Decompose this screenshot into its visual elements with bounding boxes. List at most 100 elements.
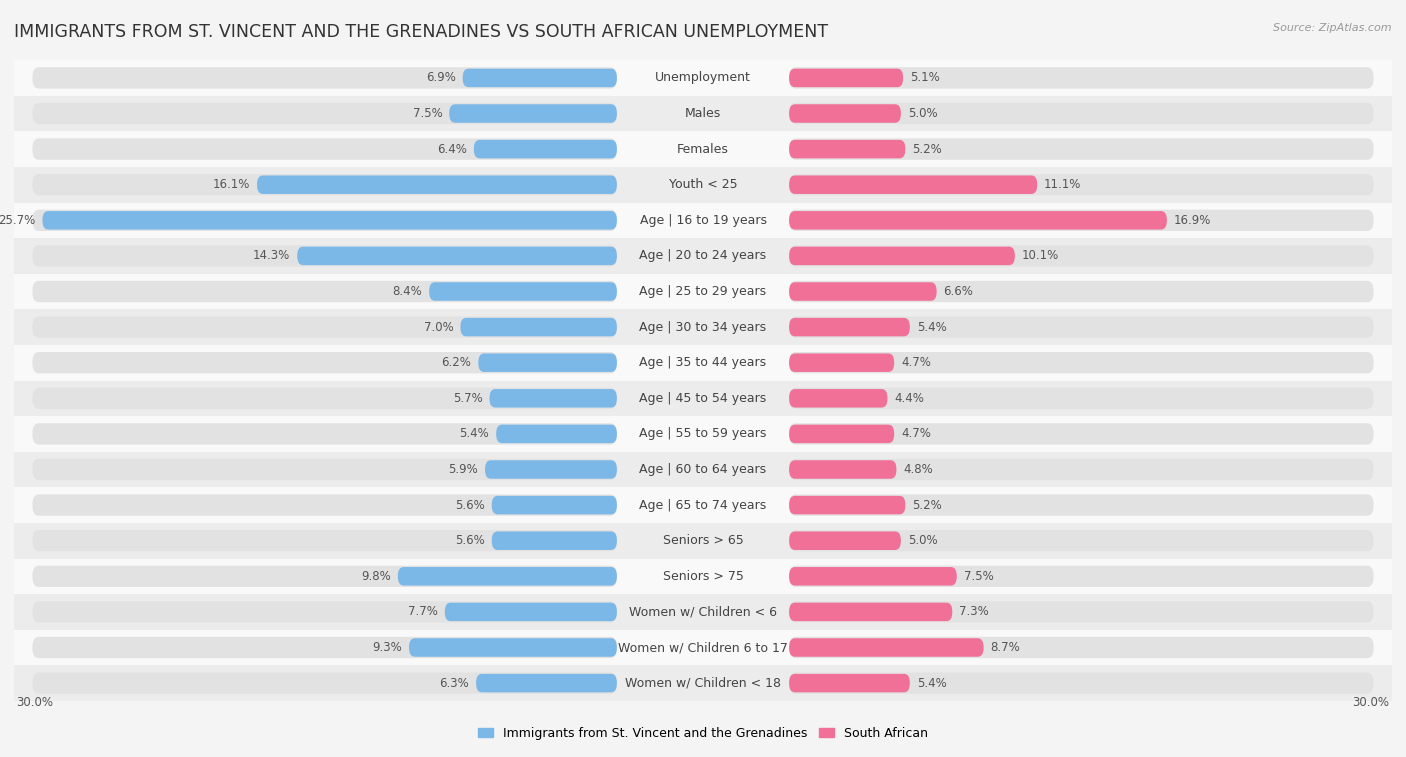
FancyBboxPatch shape bbox=[789, 494, 1374, 516]
Bar bbox=[14, 167, 1392, 203]
FancyBboxPatch shape bbox=[32, 67, 617, 89]
Text: 25.7%: 25.7% bbox=[0, 213, 35, 227]
FancyBboxPatch shape bbox=[789, 281, 1374, 302]
FancyBboxPatch shape bbox=[463, 69, 617, 87]
FancyBboxPatch shape bbox=[257, 176, 617, 194]
Text: 5.2%: 5.2% bbox=[912, 142, 942, 156]
Bar bbox=[14, 630, 1392, 665]
Text: Unemployment: Unemployment bbox=[655, 71, 751, 85]
FancyBboxPatch shape bbox=[789, 459, 1374, 480]
FancyBboxPatch shape bbox=[477, 674, 617, 693]
FancyBboxPatch shape bbox=[789, 211, 1167, 229]
FancyBboxPatch shape bbox=[297, 247, 617, 265]
FancyBboxPatch shape bbox=[32, 530, 617, 551]
Bar bbox=[14, 665, 1392, 701]
FancyBboxPatch shape bbox=[789, 247, 1015, 265]
Text: 6.9%: 6.9% bbox=[426, 71, 456, 85]
FancyBboxPatch shape bbox=[789, 140, 905, 158]
Text: Source: ZipAtlas.com: Source: ZipAtlas.com bbox=[1274, 23, 1392, 33]
Bar bbox=[14, 559, 1392, 594]
FancyBboxPatch shape bbox=[789, 638, 984, 657]
Text: 7.7%: 7.7% bbox=[408, 606, 437, 618]
FancyBboxPatch shape bbox=[789, 389, 887, 407]
FancyBboxPatch shape bbox=[789, 565, 1374, 587]
FancyBboxPatch shape bbox=[32, 423, 617, 444]
Text: Women w/ Children 6 to 17: Women w/ Children 6 to 17 bbox=[619, 641, 787, 654]
FancyBboxPatch shape bbox=[789, 318, 910, 336]
FancyBboxPatch shape bbox=[789, 672, 1374, 693]
FancyBboxPatch shape bbox=[789, 601, 1374, 622]
FancyBboxPatch shape bbox=[789, 174, 1374, 195]
FancyBboxPatch shape bbox=[492, 531, 617, 550]
Text: Age | 45 to 54 years: Age | 45 to 54 years bbox=[640, 392, 766, 405]
FancyBboxPatch shape bbox=[32, 210, 617, 231]
Text: 10.1%: 10.1% bbox=[1022, 249, 1059, 263]
Text: Age | 55 to 59 years: Age | 55 to 59 years bbox=[640, 428, 766, 441]
FancyBboxPatch shape bbox=[789, 354, 894, 372]
FancyBboxPatch shape bbox=[460, 318, 617, 336]
FancyBboxPatch shape bbox=[789, 425, 894, 443]
Text: 6.2%: 6.2% bbox=[441, 357, 471, 369]
FancyBboxPatch shape bbox=[398, 567, 617, 586]
Bar bbox=[14, 238, 1392, 274]
Bar bbox=[14, 488, 1392, 523]
FancyBboxPatch shape bbox=[478, 354, 617, 372]
Text: Women w/ Children < 18: Women w/ Children < 18 bbox=[626, 677, 780, 690]
FancyBboxPatch shape bbox=[789, 352, 1374, 373]
Text: 4.7%: 4.7% bbox=[901, 428, 931, 441]
Text: 4.4%: 4.4% bbox=[894, 392, 924, 405]
Text: 5.4%: 5.4% bbox=[917, 677, 946, 690]
Bar bbox=[14, 345, 1392, 381]
Bar bbox=[14, 452, 1392, 488]
FancyBboxPatch shape bbox=[789, 103, 1374, 124]
Text: 5.9%: 5.9% bbox=[449, 463, 478, 476]
FancyBboxPatch shape bbox=[32, 601, 617, 622]
FancyBboxPatch shape bbox=[32, 494, 617, 516]
FancyBboxPatch shape bbox=[789, 637, 1374, 658]
FancyBboxPatch shape bbox=[789, 388, 1374, 409]
Text: Seniors > 75: Seniors > 75 bbox=[662, 570, 744, 583]
FancyBboxPatch shape bbox=[789, 210, 1374, 231]
Text: 5.6%: 5.6% bbox=[456, 534, 485, 547]
Text: Age | 30 to 34 years: Age | 30 to 34 years bbox=[640, 321, 766, 334]
FancyBboxPatch shape bbox=[444, 603, 617, 621]
Text: 11.1%: 11.1% bbox=[1045, 178, 1081, 192]
Text: 7.5%: 7.5% bbox=[412, 107, 443, 120]
Bar bbox=[14, 310, 1392, 345]
Text: 8.7%: 8.7% bbox=[990, 641, 1021, 654]
Bar bbox=[14, 203, 1392, 238]
FancyBboxPatch shape bbox=[789, 674, 910, 693]
Text: 4.7%: 4.7% bbox=[901, 357, 931, 369]
Text: 8.4%: 8.4% bbox=[392, 285, 422, 298]
Text: 16.1%: 16.1% bbox=[212, 178, 250, 192]
Text: Males: Males bbox=[685, 107, 721, 120]
Bar bbox=[14, 381, 1392, 416]
Text: IMMIGRANTS FROM ST. VINCENT AND THE GRENADINES VS SOUTH AFRICAN UNEMPLOYMENT: IMMIGRANTS FROM ST. VINCENT AND THE GREN… bbox=[14, 23, 828, 41]
FancyBboxPatch shape bbox=[32, 281, 617, 302]
FancyBboxPatch shape bbox=[32, 316, 617, 338]
FancyBboxPatch shape bbox=[789, 530, 1374, 551]
FancyBboxPatch shape bbox=[32, 103, 617, 124]
Text: Seniors > 65: Seniors > 65 bbox=[662, 534, 744, 547]
FancyBboxPatch shape bbox=[789, 67, 1374, 89]
FancyBboxPatch shape bbox=[496, 425, 617, 443]
Text: Age | 20 to 24 years: Age | 20 to 24 years bbox=[640, 249, 766, 263]
Text: 7.5%: 7.5% bbox=[963, 570, 994, 583]
Bar bbox=[14, 594, 1392, 630]
FancyBboxPatch shape bbox=[32, 245, 617, 266]
Text: 9.8%: 9.8% bbox=[361, 570, 391, 583]
Legend: Immigrants from St. Vincent and the Grenadines, South African: Immigrants from St. Vincent and the Gren… bbox=[472, 722, 934, 745]
FancyBboxPatch shape bbox=[789, 460, 897, 478]
FancyBboxPatch shape bbox=[429, 282, 617, 301]
Text: 7.3%: 7.3% bbox=[959, 606, 988, 618]
Bar bbox=[14, 274, 1392, 310]
Text: Age | 35 to 44 years: Age | 35 to 44 years bbox=[640, 357, 766, 369]
FancyBboxPatch shape bbox=[492, 496, 617, 514]
Text: 5.0%: 5.0% bbox=[908, 534, 938, 547]
Text: Age | 16 to 19 years: Age | 16 to 19 years bbox=[640, 213, 766, 227]
Text: 5.6%: 5.6% bbox=[456, 499, 485, 512]
Text: Youth < 25: Youth < 25 bbox=[669, 178, 737, 192]
Bar bbox=[14, 60, 1392, 95]
FancyBboxPatch shape bbox=[32, 352, 617, 373]
Text: Females: Females bbox=[678, 142, 728, 156]
